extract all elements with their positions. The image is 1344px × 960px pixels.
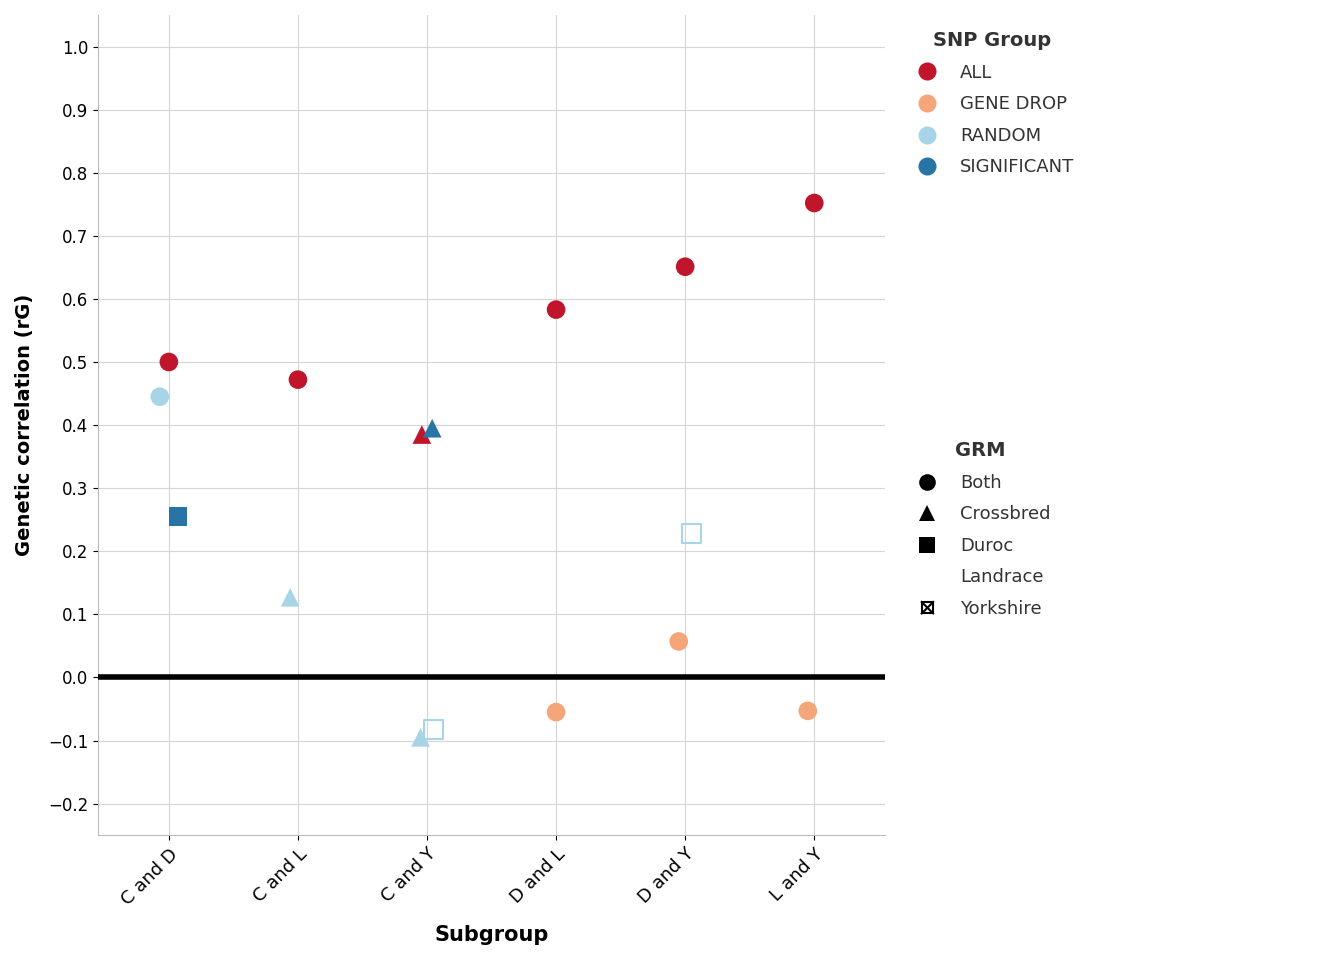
Point: [668, 634, 689, 649]
Point: [546, 302, 567, 318]
Legend: Both, Crossbred, Duroc, Landrace, Yorkshire: Both, Crossbred, Duroc, Landrace, Yorksh…: [902, 434, 1058, 625]
Point: [288, 420, 309, 436]
Point: [167, 509, 188, 524]
Point: [159, 354, 180, 370]
Point: [681, 526, 703, 541]
Point: [280, 589, 301, 605]
Point: [294, 639, 316, 655]
Point: [411, 427, 433, 443]
X-axis label: Subgroup: Subgroup: [434, 925, 548, 945]
Point: [423, 722, 445, 737]
Point: [797, 703, 818, 718]
Point: [810, 530, 832, 545]
Point: [804, 195, 825, 210]
Point: [681, 526, 703, 541]
Point: [288, 372, 309, 387]
Point: [410, 730, 431, 745]
Point: [546, 705, 567, 720]
Y-axis label: Genetic correlation (rG): Genetic correlation (rG): [15, 294, 34, 556]
Point: [422, 420, 444, 436]
Point: [149, 389, 171, 404]
Point: [675, 259, 696, 275]
Point: [423, 722, 445, 737]
